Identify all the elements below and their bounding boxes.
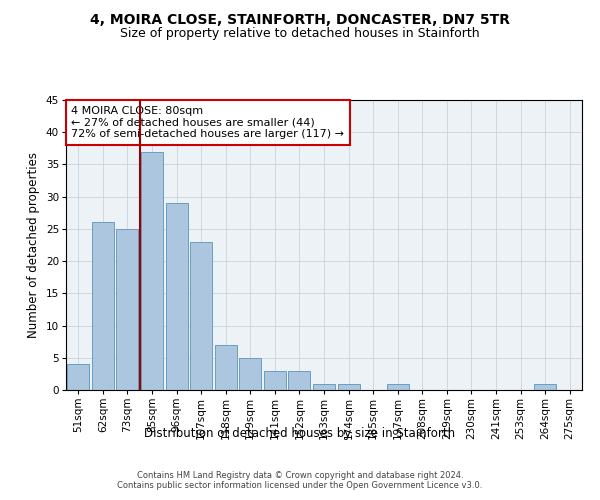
Bar — [141, 152, 163, 390]
Bar — [116, 229, 139, 390]
Bar — [190, 242, 212, 390]
Bar — [313, 384, 335, 390]
Bar — [264, 370, 286, 390]
Bar — [289, 370, 310, 390]
Bar — [239, 358, 262, 390]
Text: Size of property relative to detached houses in Stainforth: Size of property relative to detached ho… — [120, 28, 480, 40]
Bar — [67, 364, 89, 390]
Bar — [215, 345, 237, 390]
Text: 4, MOIRA CLOSE, STAINFORTH, DONCASTER, DN7 5TR: 4, MOIRA CLOSE, STAINFORTH, DONCASTER, D… — [90, 12, 510, 26]
Bar — [534, 384, 556, 390]
Bar — [166, 203, 188, 390]
Y-axis label: Number of detached properties: Number of detached properties — [27, 152, 40, 338]
Text: Distribution of detached houses by size in Stainforth: Distribution of detached houses by size … — [145, 428, 455, 440]
Text: Contains HM Land Registry data © Crown copyright and database right 2024.
Contai: Contains HM Land Registry data © Crown c… — [118, 470, 482, 490]
Bar — [92, 222, 114, 390]
Bar — [386, 384, 409, 390]
Bar — [338, 384, 359, 390]
Text: 4 MOIRA CLOSE: 80sqm
← 27% of detached houses are smaller (44)
72% of semi-detac: 4 MOIRA CLOSE: 80sqm ← 27% of detached h… — [71, 106, 344, 139]
